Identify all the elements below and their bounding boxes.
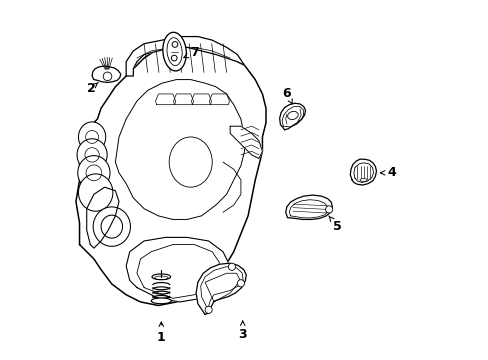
Ellipse shape [77,139,107,171]
Circle shape [172,41,178,47]
Text: 5: 5 [328,216,342,233]
Circle shape [325,206,332,213]
Polygon shape [349,159,376,185]
Text: 2: 2 [86,82,98,95]
Circle shape [237,280,244,287]
Ellipse shape [152,274,170,280]
Polygon shape [86,187,119,248]
Ellipse shape [78,122,105,152]
Circle shape [228,263,235,270]
Ellipse shape [93,207,130,246]
Text: 4: 4 [380,166,395,179]
Ellipse shape [151,298,171,304]
Ellipse shape [78,156,110,190]
Ellipse shape [287,111,298,120]
Ellipse shape [78,174,113,211]
Polygon shape [115,80,244,220]
Ellipse shape [163,32,186,71]
Polygon shape [285,195,332,220]
Polygon shape [230,126,262,158]
Ellipse shape [359,179,366,181]
Text: 6: 6 [282,87,292,104]
Polygon shape [76,44,265,306]
Circle shape [103,72,112,81]
Text: 3: 3 [238,321,246,341]
Polygon shape [196,263,246,315]
Polygon shape [92,66,121,82]
Polygon shape [279,103,305,130]
Polygon shape [126,37,244,76]
Circle shape [204,306,212,314]
Text: 1: 1 [157,322,165,343]
Polygon shape [126,237,230,302]
Text: 7: 7 [183,46,198,59]
Ellipse shape [101,215,122,238]
Circle shape [171,55,177,61]
